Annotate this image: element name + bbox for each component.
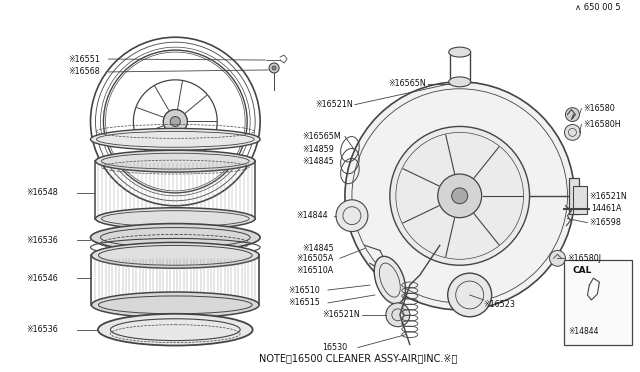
Text: 14461A: 14461A xyxy=(591,204,622,213)
Text: ※16536: ※16536 xyxy=(27,236,58,245)
Circle shape xyxy=(550,250,566,266)
Text: ※16565M: ※16565M xyxy=(302,132,340,141)
Text: ※16521N: ※16521N xyxy=(322,310,360,319)
Circle shape xyxy=(269,63,279,73)
Text: ※16510: ※16510 xyxy=(288,286,320,295)
Ellipse shape xyxy=(92,243,259,268)
Circle shape xyxy=(438,174,482,218)
Ellipse shape xyxy=(90,224,260,251)
Ellipse shape xyxy=(374,256,406,304)
Circle shape xyxy=(566,108,579,122)
Text: CAL: CAL xyxy=(572,266,592,275)
Text: ※14844: ※14844 xyxy=(296,211,328,220)
Bar xyxy=(573,186,588,214)
Text: ※16515: ※16515 xyxy=(288,298,320,307)
Text: ※16551: ※16551 xyxy=(68,55,100,64)
Text: ※14845: ※14845 xyxy=(302,157,334,166)
Text: ※14845: ※14845 xyxy=(302,244,334,253)
Text: ∧ 650 00 5: ∧ 650 00 5 xyxy=(575,3,620,12)
Text: ※16521N: ※16521N xyxy=(589,192,627,201)
Ellipse shape xyxy=(449,77,470,87)
Circle shape xyxy=(564,125,580,140)
Text: ※16548: ※16548 xyxy=(27,188,58,198)
Text: ※16580: ※16580 xyxy=(584,104,615,113)
Bar xyxy=(570,178,579,214)
Ellipse shape xyxy=(90,128,260,150)
Ellipse shape xyxy=(95,150,255,172)
Text: ※16580J: ※16580J xyxy=(568,254,602,263)
Text: ※16565N: ※16565N xyxy=(388,79,426,88)
Circle shape xyxy=(336,200,368,231)
Circle shape xyxy=(345,82,575,310)
Circle shape xyxy=(452,188,468,204)
Text: ※14844: ※14844 xyxy=(568,327,599,336)
Ellipse shape xyxy=(449,47,470,57)
Circle shape xyxy=(390,126,529,265)
Text: ※16505A: ※16505A xyxy=(296,254,333,263)
Text: ※14859: ※14859 xyxy=(302,145,334,154)
Text: 16530: 16530 xyxy=(322,343,347,352)
Text: ※16598: ※16598 xyxy=(589,218,621,227)
Text: ※16546: ※16546 xyxy=(27,274,58,283)
Text: ※16523: ※16523 xyxy=(484,300,515,310)
Text: NOTE；16500 CLEANER ASSY-AIR（INC.※）: NOTE；16500 CLEANER ASSY-AIR（INC.※） xyxy=(259,353,458,363)
Ellipse shape xyxy=(98,314,253,346)
Text: ※16580H: ※16580H xyxy=(584,120,621,129)
Circle shape xyxy=(386,303,410,327)
Ellipse shape xyxy=(92,292,259,318)
Bar xyxy=(564,260,632,344)
Circle shape xyxy=(272,66,276,70)
Text: ※16568: ※16568 xyxy=(68,67,100,76)
Text: ※16510A: ※16510A xyxy=(296,266,333,275)
Circle shape xyxy=(170,116,180,126)
Text: ※16521N: ※16521N xyxy=(315,100,353,109)
Circle shape xyxy=(448,273,492,317)
Circle shape xyxy=(163,110,188,134)
Text: ※16536: ※16536 xyxy=(27,325,58,334)
Ellipse shape xyxy=(95,208,255,230)
